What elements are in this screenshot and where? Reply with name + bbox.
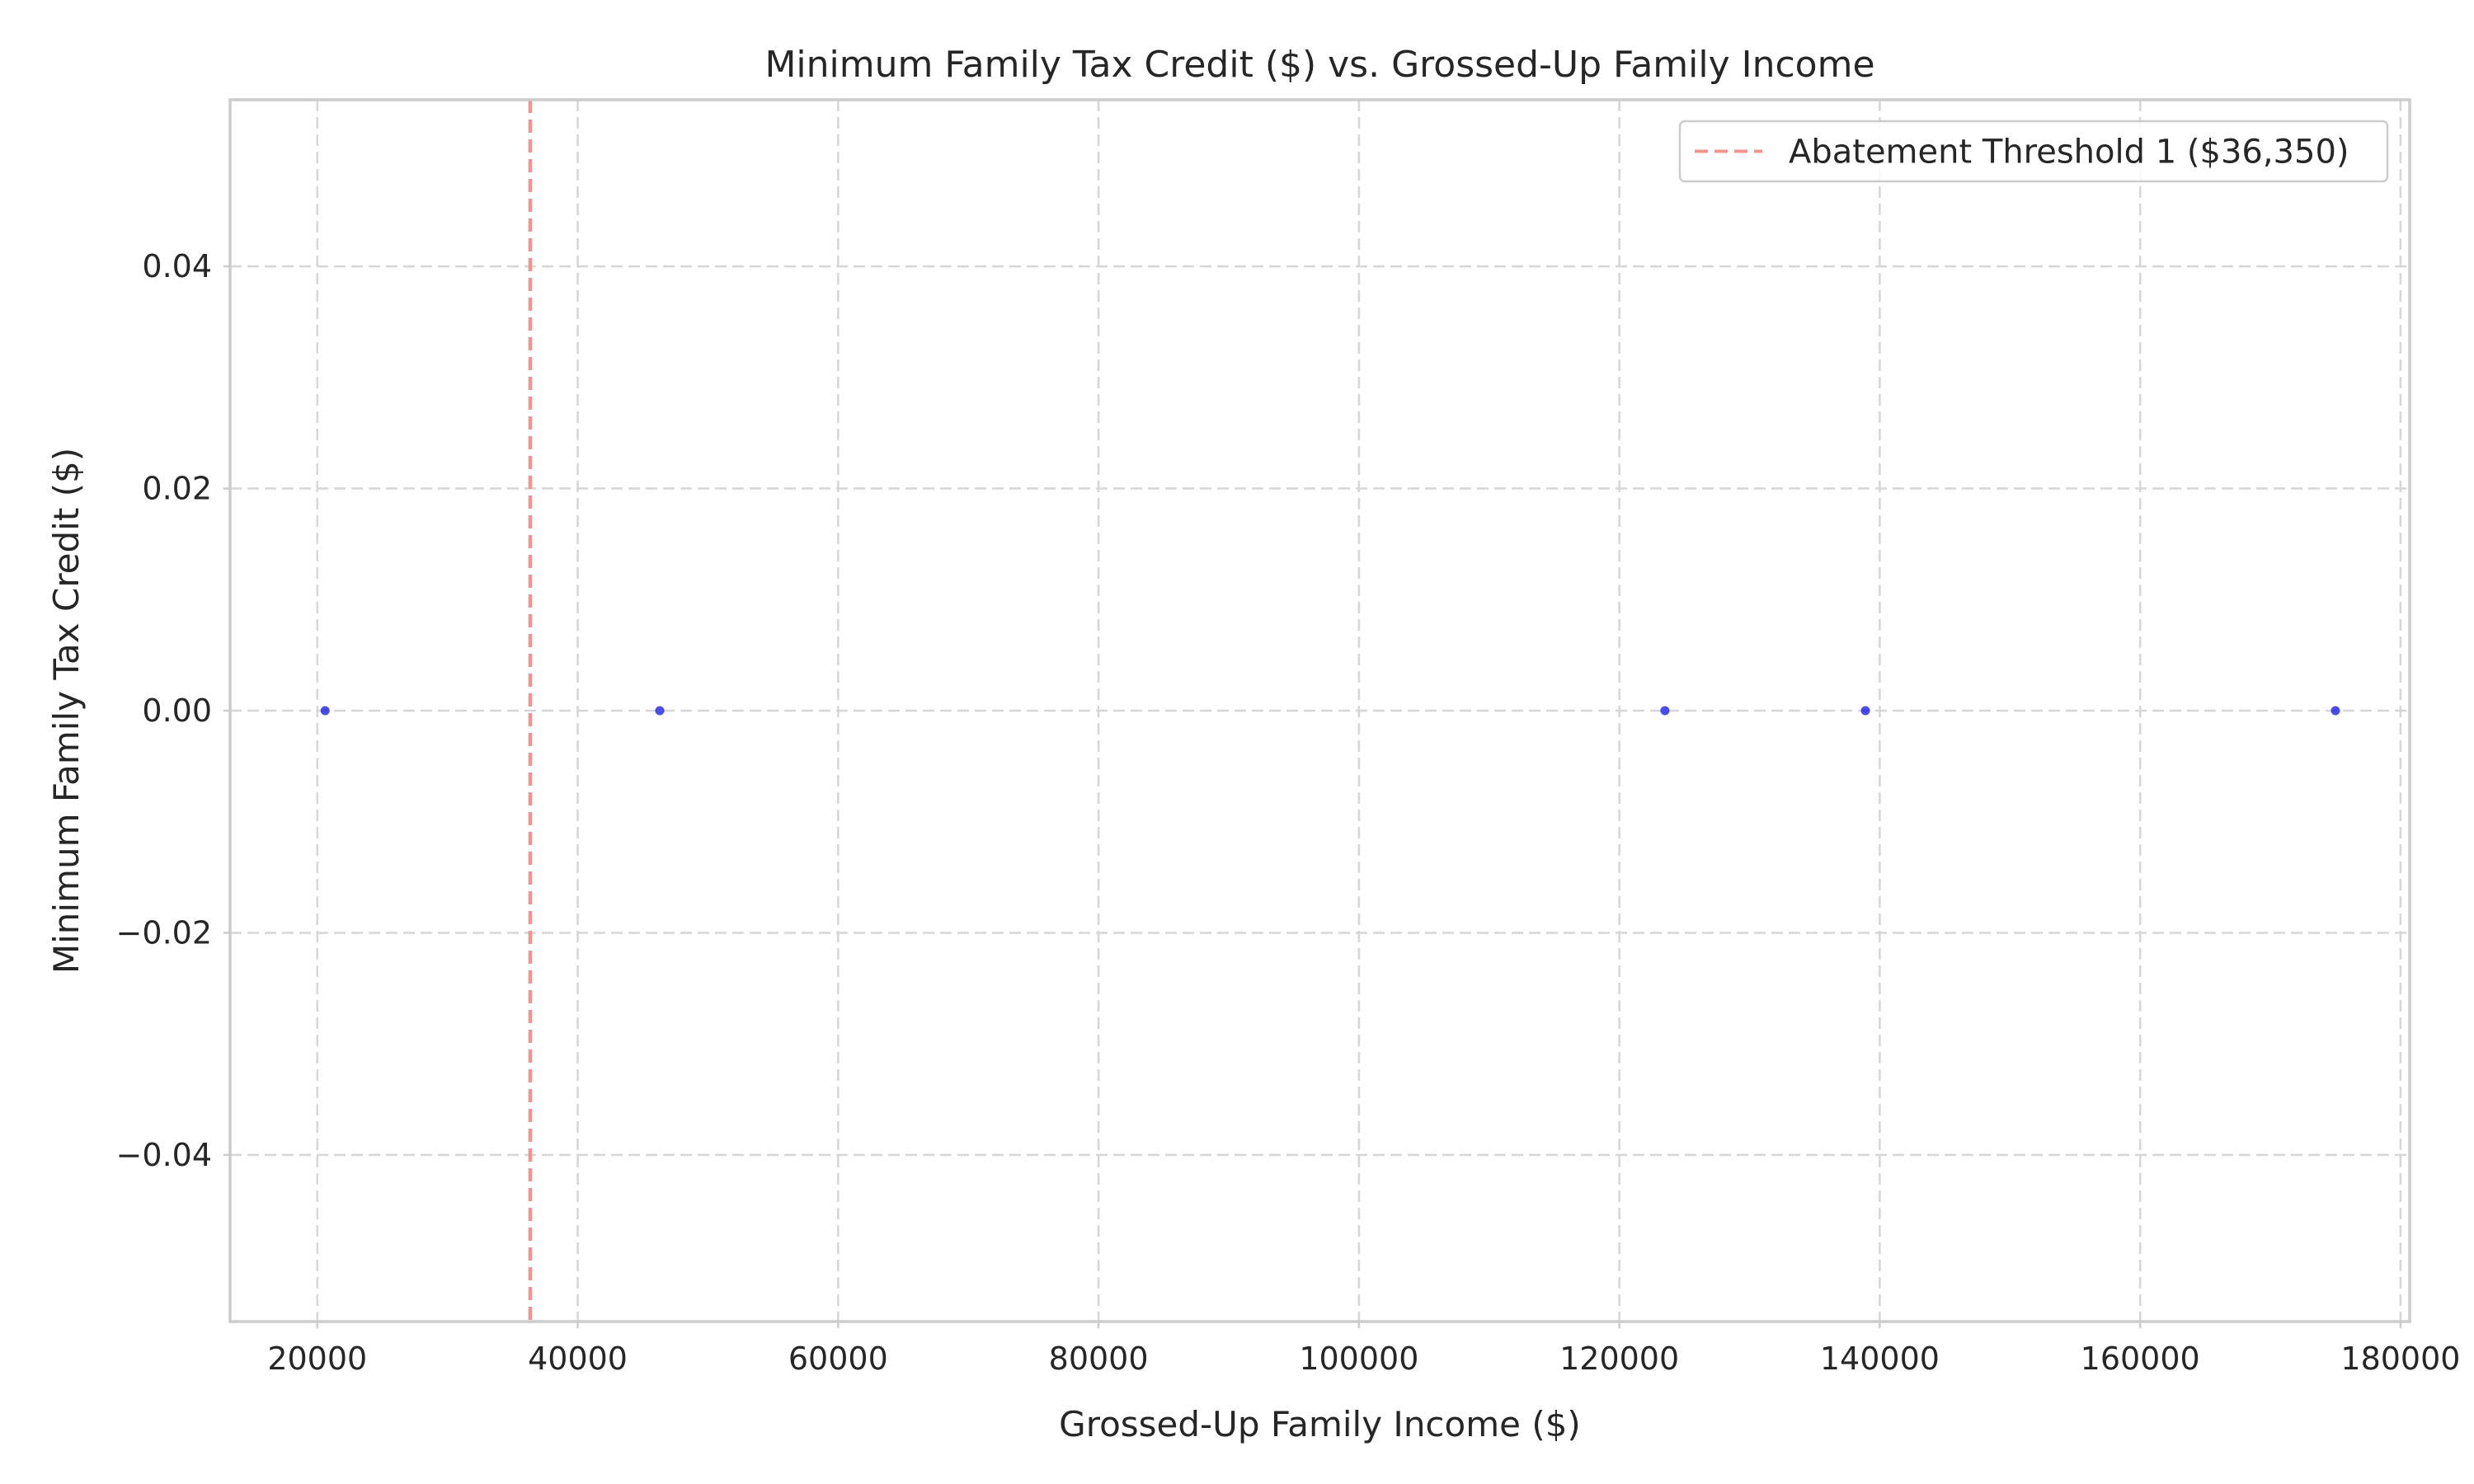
- chart-title: Minimum Family Tax Credit ($) vs. Grosse…: [764, 44, 1874, 86]
- legend: Abatement Threshold 1 ($36,350): [1678, 120, 2389, 183]
- y-tick-label: 0.00: [142, 693, 212, 729]
- legend-box: [1678, 120, 2389, 183]
- y-axis-ticks: 0.04 0.02 0.00 −0.02 −0.04: [116, 248, 230, 1173]
- x-tick-label: 80000: [1049, 1341, 1149, 1377]
- x-axis-ticks: 20000 40000 60000 80000 100000 120000 140000 16…: [267, 1322, 2460, 1377]
- x-tick-label: 140000: [1820, 1341, 1940, 1377]
- x-tick-label: 20000: [267, 1341, 367, 1377]
- x-tick-label: 60000: [788, 1341, 888, 1377]
- data-point: [1660, 706, 1670, 716]
- data-points: [320, 706, 2340, 716]
- x-tick-label: 100000: [1299, 1341, 1418, 1377]
- x-tick-label: 40000: [528, 1341, 628, 1377]
- data-point: [320, 706, 330, 716]
- x-tick-label: 160000: [2081, 1341, 2200, 1377]
- data-point: [655, 706, 665, 716]
- x-tick-label: 180000: [2340, 1341, 2460, 1377]
- data-point: [2331, 706, 2340, 716]
- data-point: [1860, 706, 1870, 716]
- x-axis-label: Grossed-Up Family Income ($): [1059, 1404, 1581, 1444]
- grid-lines: [230, 100, 2410, 1322]
- x-tick-label: 120000: [1559, 1341, 1679, 1377]
- legend-entry-threshold: Abatement Threshold 1 ($36,350): [1789, 134, 2349, 171]
- y-tick-label: 0.02: [142, 471, 212, 507]
- y-tick-label: −0.04: [116, 1137, 212, 1173]
- y-tick-label: 0.04: [142, 248, 212, 284]
- y-tick-label: −0.02: [116, 914, 212, 951]
- y-axis-label: Minimum Family Tax Credit ($): [46, 448, 87, 974]
